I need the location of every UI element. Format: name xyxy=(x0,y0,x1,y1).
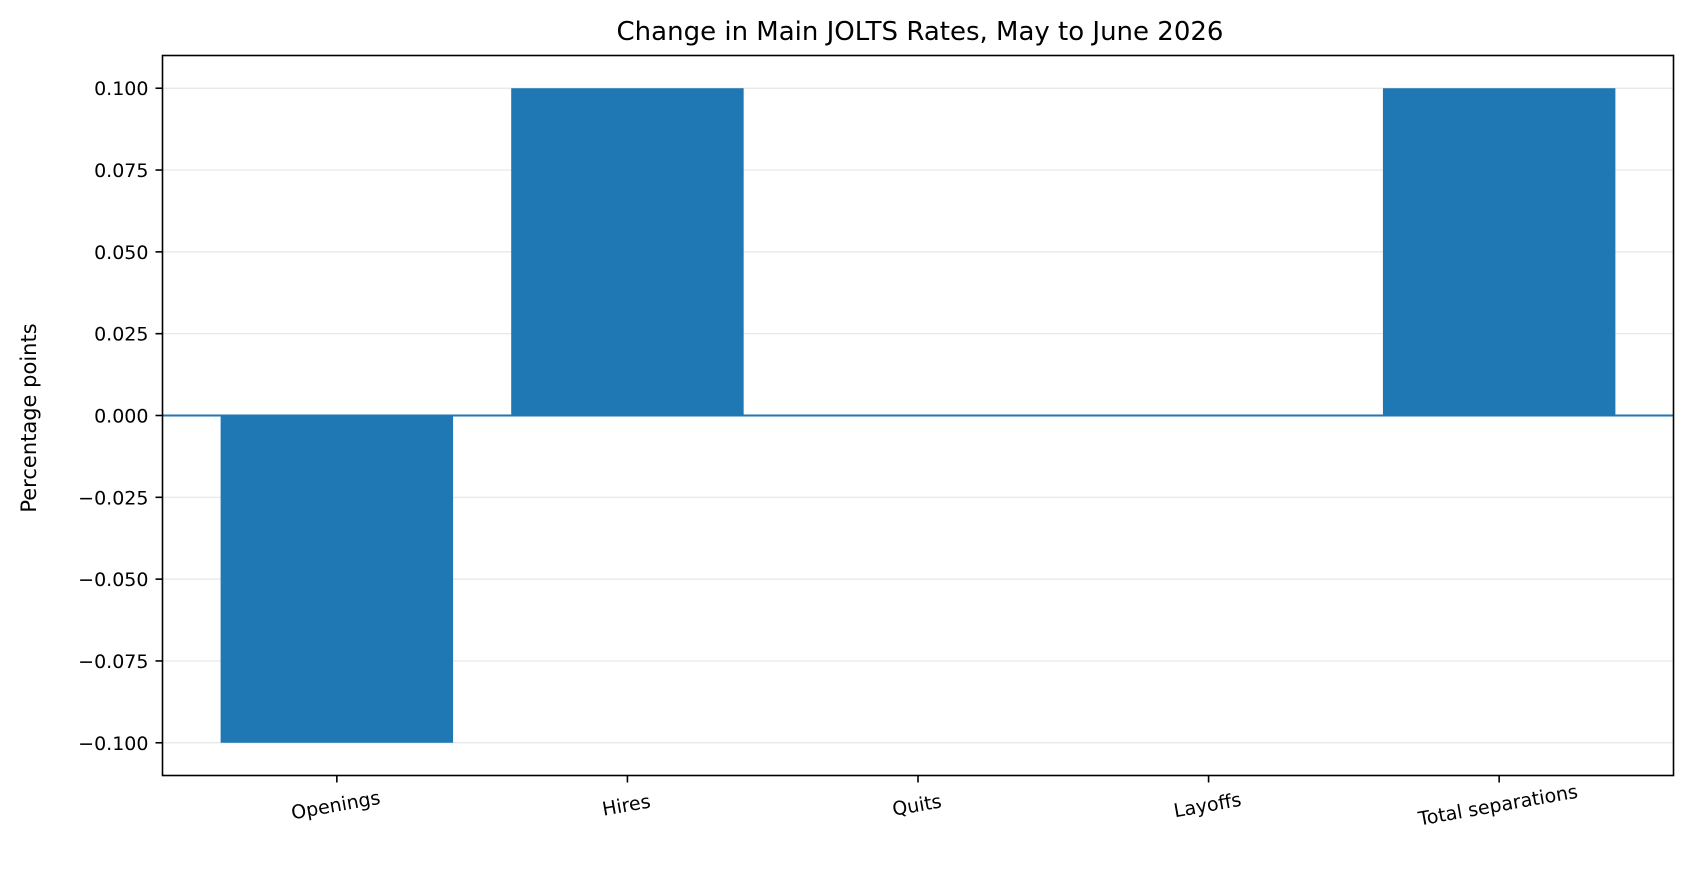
y-tick-label: −0.050 xyxy=(78,569,148,591)
y-tick-label: 0.100 xyxy=(94,78,148,100)
y-tick-label: −0.025 xyxy=(78,487,148,509)
y-axis-label: Percentage points xyxy=(17,323,41,512)
bar-openings xyxy=(220,415,454,743)
bar-total-separations xyxy=(1382,88,1616,416)
bar-hires xyxy=(511,88,744,416)
y-tick-label: −0.100 xyxy=(78,733,148,755)
y-tick-label: 0.025 xyxy=(94,324,148,346)
y-tick-label: −0.075 xyxy=(78,651,148,673)
y-axis-ticks: 0.100 0.075 0.050 0.025 0.000 −0.025 −0.050 −0.… xyxy=(78,78,163,755)
plot-frame xyxy=(161,54,1675,777)
bars xyxy=(220,88,1616,743)
y-tick-label: 0.050 xyxy=(94,242,148,264)
y-tick-label: 0.075 xyxy=(94,160,148,182)
chart-title: Change in Main JOLTS Rates, May to June … xyxy=(617,17,1224,47)
y-tick-label: 0.000 xyxy=(94,406,148,428)
